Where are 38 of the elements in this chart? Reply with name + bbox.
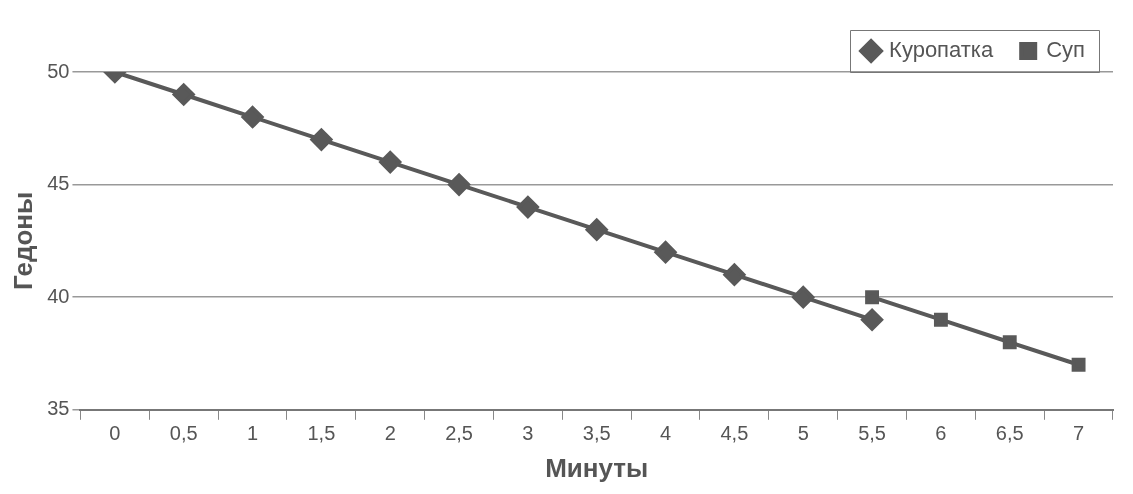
point	[448, 173, 471, 196]
point	[1071, 357, 1086, 372]
x-tick-label: 6,5	[995, 422, 1024, 445]
point	[865, 290, 880, 305]
legend-label: Куропатка	[889, 37, 994, 63]
x-tick-label: 3,5	[582, 422, 611, 445]
x-tick-label: 0,5	[169, 422, 198, 445]
x-tick-label: 7	[1073, 422, 1085, 445]
x-tick-label: 1,5	[307, 422, 336, 445]
y-axis-title: Гедоны	[7, 191, 38, 290]
point	[379, 151, 402, 174]
point	[516, 196, 539, 219]
point	[585, 218, 608, 241]
x-tick-label: 6	[935, 422, 947, 445]
x-axis-title: Минуты	[545, 452, 649, 483]
x-tick-label: 5	[797, 422, 809, 445]
point	[654, 241, 677, 264]
x-tick-label: 4	[660, 422, 672, 445]
x-tick-label: 2,5	[445, 422, 473, 445]
x-tick-label: 0	[109, 422, 121, 445]
point	[792, 286, 815, 309]
x-tick-label: 2	[384, 422, 396, 445]
y-tick-label: 50	[47, 59, 70, 82]
point	[933, 312, 948, 327]
point	[861, 308, 884, 331]
y-tick-label: 45	[47, 172, 70, 195]
y-tick-label: 40	[47, 284, 70, 307]
x-tick-label: 3	[522, 422, 534, 445]
point	[723, 263, 746, 286]
legend-label: Суп	[1046, 37, 1086, 63]
x-tick-label: 4,5	[720, 422, 749, 445]
x-tick-label: 1	[246, 422, 259, 445]
point	[1002, 335, 1017, 350]
x-tick-label: 5,5	[858, 422, 886, 445]
y-tick-label: 35	[47, 397, 70, 420]
point	[172, 83, 195, 106]
point	[310, 128, 333, 151]
point	[241, 106, 264, 129]
